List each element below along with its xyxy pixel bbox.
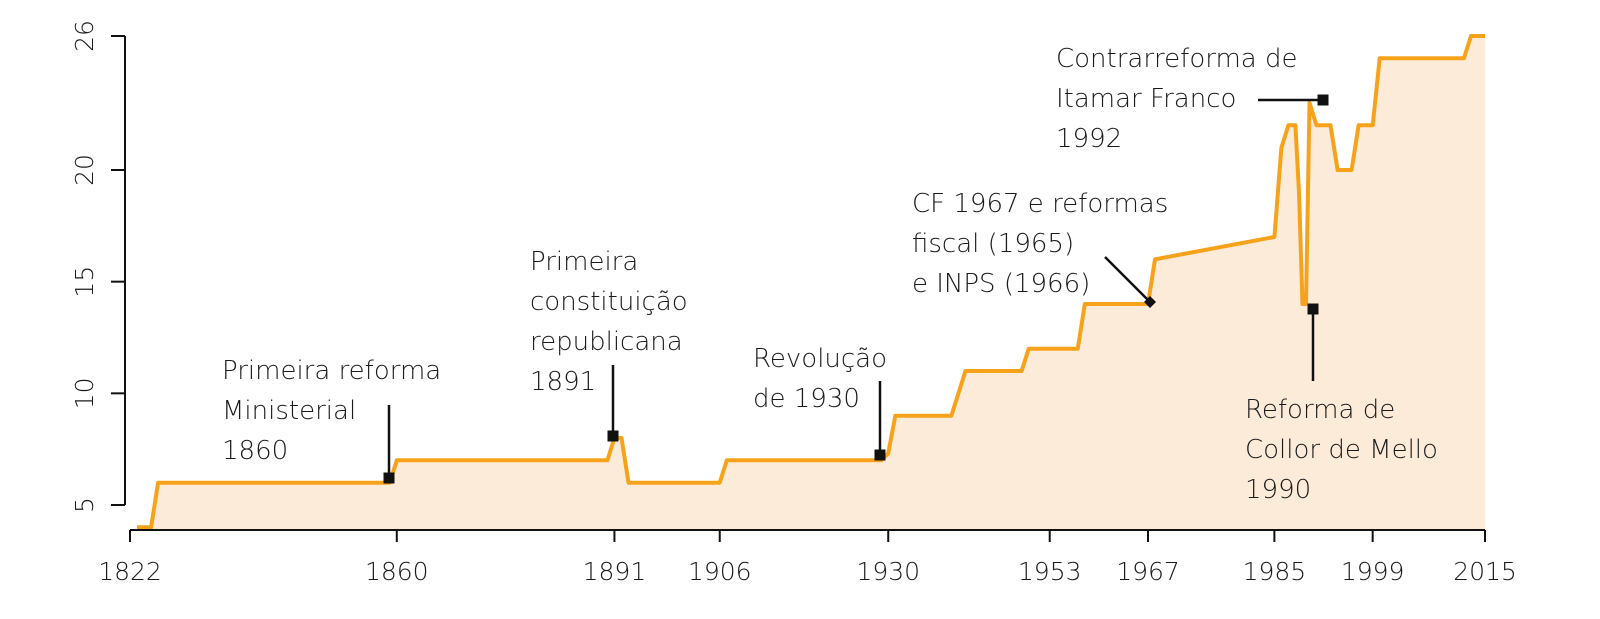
annotation-text-line: Primeira xyxy=(530,247,638,277)
x-tick-label: 1953 xyxy=(1018,557,1082,586)
area-fill xyxy=(137,36,1485,530)
annotation-text-line: de 1930 xyxy=(753,384,860,414)
x-tick-label: 1999 xyxy=(1341,557,1405,586)
x-tick-label: 1906 xyxy=(688,557,752,586)
annotation-marker-diamond xyxy=(1144,296,1156,308)
y-tick-label: 15 xyxy=(70,266,99,298)
annotation-marker-square xyxy=(383,472,395,484)
annotation-text-line: Contrarreforma de xyxy=(1056,44,1297,74)
annotation-text-line: Primeira reforma xyxy=(222,356,441,386)
annotation: Reforma de Collor de Mello 1990 xyxy=(1245,303,1438,505)
annotation: Primeira reforma Ministerial 1860 xyxy=(222,356,441,484)
x-tick-label: 1822 xyxy=(98,557,162,586)
annotation-text-line: Itamar Franco xyxy=(1056,84,1236,114)
y-tick-label: 26 xyxy=(70,20,99,52)
annotation-marker-square xyxy=(607,430,619,442)
annotation: Contrarreforma de Itamar Franco 1992 xyxy=(1056,44,1329,154)
annotation-text-line: republicana xyxy=(530,327,683,357)
annotation-text-line: constituição xyxy=(530,287,688,317)
y-tick-label: 5 xyxy=(70,497,99,513)
x-tick-label: 1891 xyxy=(583,557,647,586)
x-tick-label: 1860 xyxy=(365,557,429,586)
annotation-marker-square xyxy=(1307,303,1319,315)
annotation-marker-square xyxy=(874,449,886,461)
annotation-text-line: Reforma de xyxy=(1245,395,1395,425)
annotation-marker-square xyxy=(1317,94,1329,106)
annotation-text-line: 1860 xyxy=(222,436,288,466)
annotation-text-line: 1990 xyxy=(1245,475,1311,505)
annotation-text-line: CF 1967 e reformas xyxy=(912,189,1168,219)
annotation-text-line: 1891 xyxy=(530,367,596,397)
annotation-text-line: 1992 xyxy=(1056,124,1122,154)
x-tick-label: 1930 xyxy=(856,557,920,586)
annotation-text-line: Ministerial xyxy=(222,396,356,426)
y-tick-label: 20 xyxy=(70,154,99,186)
annotation: Primeira constituição republicana 1891 xyxy=(530,247,688,442)
x-tick-label: 1985 xyxy=(1243,557,1307,586)
annotation: CF 1967 e reformas fiscal (1965) e INPS (1… xyxy=(912,189,1168,308)
x-tick-label: 2015 xyxy=(1453,557,1517,586)
x-tick-label: 1967 xyxy=(1116,557,1180,586)
annotation-leader-line xyxy=(1104,256,1151,303)
annotation-text-line: Revolução xyxy=(753,344,887,374)
annotation-text-line: e INPS (1966) xyxy=(912,269,1090,299)
y-tick-label: 10 xyxy=(70,377,99,409)
annotation: Revolução de 1930 xyxy=(753,344,887,461)
annotation-text-line: Collor de Mello xyxy=(1245,435,1438,465)
annotation-text-line: fiscal (1965) xyxy=(912,229,1074,259)
